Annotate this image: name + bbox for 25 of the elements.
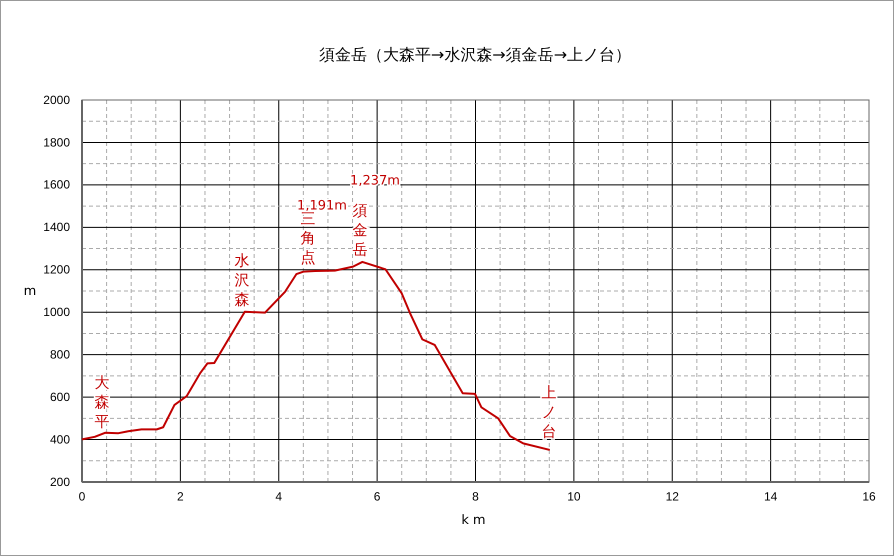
y-tick-label: 1000 <box>43 305 70 320</box>
annotation: 大森平 <box>94 374 110 430</box>
x-tick-label: 4 <box>275 490 282 504</box>
y-tick-label: 1600 <box>43 178 70 192</box>
x-tick-label: 12 <box>666 490 680 504</box>
x-tick-label: 10 <box>567 490 581 504</box>
x-tick-label: 14 <box>764 490 778 504</box>
y-tick-label: 1200 <box>43 262 70 277</box>
x-tick-label: 0 <box>78 490 86 504</box>
x-tick-label: 6 <box>374 490 381 504</box>
x-tick-label: 16 <box>862 490 876 504</box>
y-tick-label: 400 <box>50 432 70 446</box>
x-tick-label: 2 <box>177 490 184 504</box>
chart-title: 須金岳（大森平→水沢森→須金岳→上ノ台） <box>318 45 632 64</box>
annotation: 水沢森 <box>234 252 250 308</box>
y-tick-label: 800 <box>50 348 70 362</box>
x-tick-label: 8 <box>472 490 480 504</box>
y-tick-label: 200 <box>50 474 70 489</box>
annotation: 三角点 <box>300 210 316 266</box>
y-tick-label: 600 <box>50 390 70 404</box>
y-tick-label: 1800 <box>43 135 70 150</box>
x-axis-title: km <box>461 513 490 528</box>
y-axis-title: m <box>24 284 36 299</box>
y-tick-label: 1400 <box>43 220 70 234</box>
y-tick-label: 2000 <box>43 92 70 107</box>
